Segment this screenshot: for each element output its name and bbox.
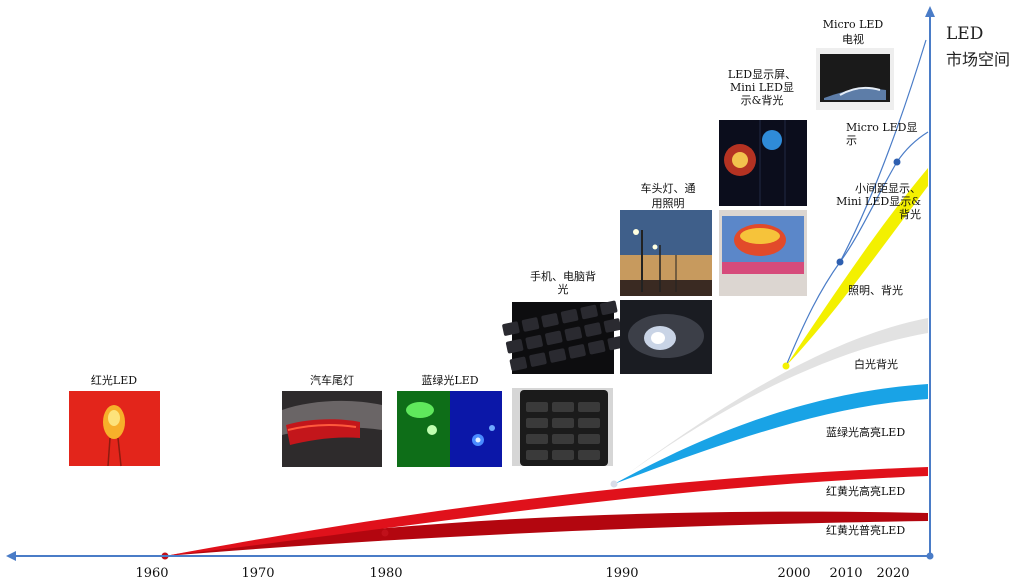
label-blue-green-bright: 蓝绿光高亮LED xyxy=(826,426,906,439)
y-axis-label-line2: 市场空间 xyxy=(946,50,1011,69)
tick-1990: 1990 xyxy=(605,566,639,581)
headlight-photo xyxy=(620,300,712,374)
origin-dot xyxy=(926,552,934,560)
phone-photo xyxy=(512,388,613,466)
label-headlight: 车头灯、通 用照明 xyxy=(640,182,696,210)
tick-2020: 2020 xyxy=(876,566,910,581)
label-led-display: LED显示屏、 Mini LED显 示&背光 xyxy=(727,68,797,107)
band-red-yellow-normal xyxy=(165,511,928,556)
label-small-pitch: 小间距显示、 Mini LED显示& 背光 xyxy=(836,182,921,221)
dot-1980 xyxy=(381,529,389,537)
streetlight-photo xyxy=(620,210,712,296)
label-white-backlight: 白光背光 xyxy=(854,358,898,371)
tick-1970: 1970 xyxy=(241,566,275,581)
label-red-led: 红光LED xyxy=(90,374,138,387)
band-white-backlight xyxy=(614,318,928,484)
blue-green-led-photo xyxy=(397,391,502,467)
label-red-yellow-bright: 红黄光高亮LED xyxy=(826,485,906,498)
tick-2000: 2000 xyxy=(777,566,811,581)
balloon-screen-photo xyxy=(719,210,807,296)
label-blue-green-led: 蓝绿光LED xyxy=(421,374,479,387)
micro-led-tv-photo xyxy=(816,48,894,110)
line-small-pitch xyxy=(785,131,929,367)
label-micro-led-tv: Micro LED 电视 xyxy=(822,18,884,46)
dot-2000 xyxy=(782,362,790,370)
label-micro-led-display: Micro LED显 示 xyxy=(846,121,918,147)
keyboard-photo xyxy=(502,300,625,374)
label-phone-backlight: 手机、电脑背 光 xyxy=(530,270,596,296)
tick-1960: 1960 xyxy=(135,566,169,581)
y-axis-label-line1: LED xyxy=(946,24,984,44)
band-red-yellow-bright xyxy=(165,467,928,556)
band-lighting-backlight xyxy=(786,168,928,366)
y-axis-label: LED 市场空间 xyxy=(946,24,1010,70)
band-blue-green-bright xyxy=(614,384,928,484)
line-micro-led xyxy=(839,39,927,263)
label-lighting-backlight: 照明、背光 xyxy=(848,284,903,297)
led-display-photo xyxy=(719,120,807,206)
y-axis-arrow xyxy=(925,6,935,17)
tick-2010: 2010 xyxy=(829,566,863,581)
dot-2010 xyxy=(836,258,844,266)
tick-1980: 1980 xyxy=(369,566,403,581)
label-red-yellow-normal: 红黄光普亮LED xyxy=(826,524,906,537)
red-led-photo xyxy=(69,391,160,467)
dot-2020 xyxy=(893,158,901,166)
x-axis-arrow xyxy=(6,551,16,561)
dot-1990 xyxy=(610,480,618,488)
label-car-taillight: 汽车尾灯 xyxy=(310,374,354,387)
car-taillight-photo xyxy=(282,391,382,467)
